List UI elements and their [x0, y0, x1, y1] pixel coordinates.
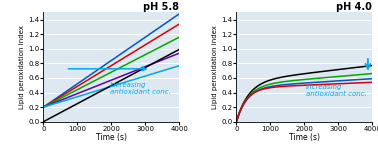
Text: Increasing
antioxidant conc.: Increasing antioxidant conc.: [306, 84, 367, 97]
X-axis label: Time (s): Time (s): [96, 133, 127, 142]
Text: Increasing
antioxidant conc.: Increasing antioxidant conc.: [110, 82, 170, 95]
Y-axis label: Lipid peroxidation index: Lipid peroxidation index: [19, 25, 25, 109]
Text: pH 5.8: pH 5.8: [143, 2, 180, 12]
X-axis label: Time (s): Time (s): [289, 133, 320, 142]
Text: pH 4.0: pH 4.0: [336, 2, 372, 12]
Y-axis label: Lipid peroxidation index: Lipid peroxidation index: [212, 25, 218, 109]
